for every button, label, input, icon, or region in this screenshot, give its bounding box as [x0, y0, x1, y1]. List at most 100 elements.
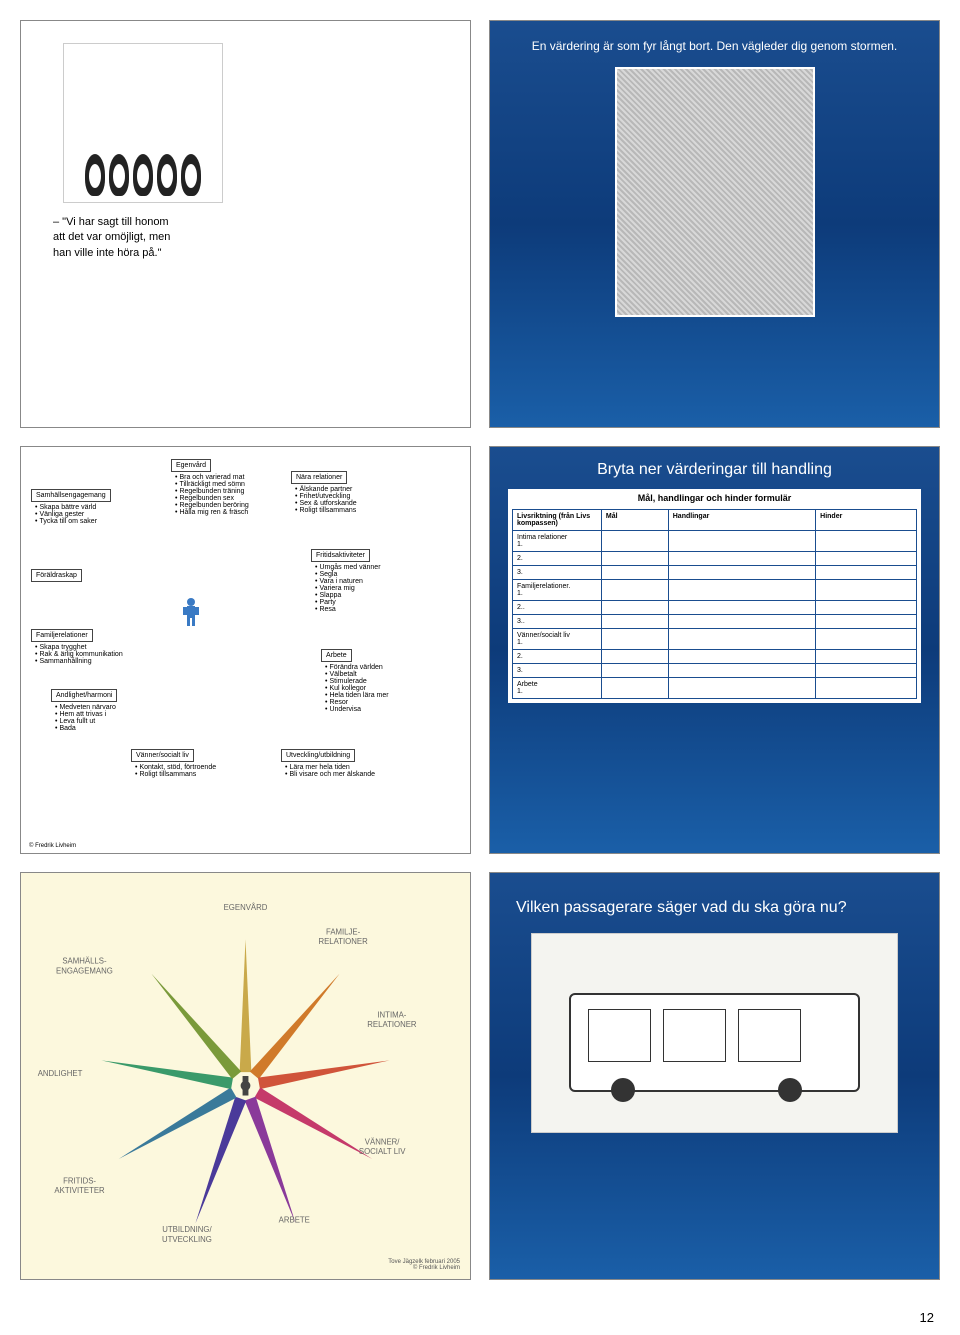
- table-header: Hinder: [816, 510, 917, 531]
- table-header: Livsriktning (från Livs kompassen): [513, 510, 602, 531]
- table-row: 2..: [513, 601, 917, 615]
- compass-label: ARBETE: [279, 1215, 310, 1224]
- list-item: Sammanhållning: [35, 658, 171, 665]
- box-familj: Familjerelationer: [31, 629, 93, 642]
- table-row: Intima relationer 1.: [513, 531, 917, 552]
- row-label: 3.: [513, 664, 602, 678]
- table-cell: [668, 678, 815, 699]
- compass-ray: [151, 974, 241, 1079]
- list-item: Älskande partner: [295, 486, 421, 493]
- list-item: Stimulerade: [325, 678, 441, 685]
- row-label: 2..: [513, 601, 602, 615]
- list-item: Kontakt, stöd, förtroende: [135, 764, 271, 771]
- slide-goals-table: Bryta ner värderingar till handling Mål,…: [489, 446, 940, 854]
- row-label: Intima relationer 1.: [513, 531, 602, 552]
- compass-label: VÄNNER/SOCIALT LIV: [359, 1137, 406, 1156]
- row-label: Familjerelationer. 1.: [513, 580, 602, 601]
- list-item: Undervisa: [325, 706, 441, 713]
- list-arbete: Förändra världenVälbetaltStimuleradeKul …: [321, 664, 441, 713]
- table-cell: [816, 531, 917, 552]
- list-item: Regelbunden träning: [175, 488, 249, 495]
- table-cell: [816, 678, 917, 699]
- bus-title: Vilken passagerare säger vad du ska göra…: [516, 899, 923, 917]
- box-nara: Nära relationer: [291, 471, 347, 484]
- list-item: Resor: [325, 699, 441, 706]
- row-label: 2.: [513, 650, 602, 664]
- table-header: Mål: [601, 510, 668, 531]
- table-cell: [816, 664, 917, 678]
- table-row: 3..: [513, 615, 917, 629]
- list-item: Roligt tillsammans: [295, 507, 421, 514]
- caption-line: – "Vi har sagt till honom: [53, 215, 458, 230]
- table-cell: [601, 531, 668, 552]
- box-utveckling: Utveckling/utbildning: [281, 749, 355, 762]
- slide-storm: En värdering är som fyr långt bort. Den …: [489, 20, 940, 428]
- list-item: Regelbunden sex: [175, 495, 249, 502]
- table-row: Arbete 1.: [513, 678, 917, 699]
- list-item: Tillräckligt med sömn: [175, 481, 249, 488]
- row-label: 2.: [513, 552, 602, 566]
- list-item: Skapa bättre värld: [35, 504, 151, 511]
- compass-ray: [240, 939, 252, 1072]
- list-item: Välbetalt: [325, 671, 441, 678]
- list-item: Hem att trivas i: [55, 711, 181, 718]
- table-cell: [668, 650, 815, 664]
- list-item: Vänliga gester: [35, 511, 151, 518]
- table-row: 3.: [513, 566, 917, 580]
- list-item: Umgås med vänner: [315, 564, 431, 571]
- list-item: Medveten närvaro: [55, 704, 181, 711]
- list-item: Vara i naturen: [315, 578, 431, 585]
- table-row: 2.: [513, 650, 917, 664]
- table-cell: [816, 580, 917, 601]
- table-cell: [816, 650, 917, 664]
- copyright: © Fredrik Livheim: [29, 843, 76, 849]
- table-cell: [668, 566, 815, 580]
- list-item: Bli visare och mer älskande: [285, 771, 431, 778]
- slide-life-areas: Egenvård Bra och varierad matTillräcklig…: [20, 446, 471, 854]
- list-utveckling: Lära mer hela tidenBli visare och mer äl…: [281, 764, 431, 778]
- table-row: Familjerelationer. 1.: [513, 580, 917, 601]
- compass-ray: [250, 974, 340, 1079]
- slide-compass: EGENVÅRDFAMILJE-RELATIONERINTIMA-RELATIO…: [20, 872, 471, 1280]
- list-vanner: Kontakt, stöd, förtroendeRoligt tillsamm…: [131, 764, 271, 778]
- compass-ray: [195, 1097, 246, 1224]
- list-item: Bada: [55, 725, 181, 732]
- table-cell: [816, 552, 917, 566]
- compass-label: FAMILJE-RELATIONER: [318, 927, 368, 946]
- table-cell: [601, 615, 668, 629]
- table-cell: [601, 566, 668, 580]
- compass-ray: [254, 1088, 372, 1159]
- list-item: Leva fullt ut: [55, 718, 181, 725]
- compass-diagram: EGENVÅRDFAMILJE-RELATIONERINTIMA-RELATIO…: [21, 873, 470, 1279]
- list-item: Hela tiden lära mer: [325, 692, 441, 699]
- list-item: Skapa trygghet: [35, 644, 171, 651]
- table-cell: [601, 580, 668, 601]
- list-item: Party: [315, 599, 431, 606]
- table-cell: [601, 664, 668, 678]
- table-cell: [668, 552, 815, 566]
- table-cell: [816, 615, 917, 629]
- penguin-caption: – "Vi har sagt till honom att det var om…: [33, 215, 458, 261]
- row-label: Vänner/socialt liv 1.: [513, 629, 602, 650]
- table-cell: [601, 601, 668, 615]
- list-item: Roligt tillsammans: [135, 771, 271, 778]
- compass-label: INTIMA-RELATIONER: [367, 1010, 417, 1029]
- box-andlighet: Andlighet/harmoni: [51, 689, 117, 702]
- slide-bus: Vilken passagerare säger vad du ska göra…: [489, 872, 940, 1280]
- table-cell: [601, 678, 668, 699]
- row-label: 3.: [513, 566, 602, 580]
- table-cell: [601, 629, 668, 650]
- compass-ray: [245, 1097, 296, 1224]
- table-cell: [668, 531, 815, 552]
- bus-illustration: [531, 933, 898, 1133]
- table-cell: [601, 650, 668, 664]
- table-cell: [816, 601, 917, 615]
- person-icon: [181, 597, 201, 627]
- page-number: 12: [920, 1310, 934, 1325]
- list-andlighet: Medveten närvaroHem att trivas iLeva ful…: [51, 704, 181, 732]
- table-cell: [668, 580, 815, 601]
- box-samhalle: Samhällsengagemang: [31, 489, 111, 502]
- list-item: Resa: [315, 606, 431, 613]
- caption-line: att det var omöjligt, men: [53, 230, 458, 245]
- row-label: Arbete 1.: [513, 678, 602, 699]
